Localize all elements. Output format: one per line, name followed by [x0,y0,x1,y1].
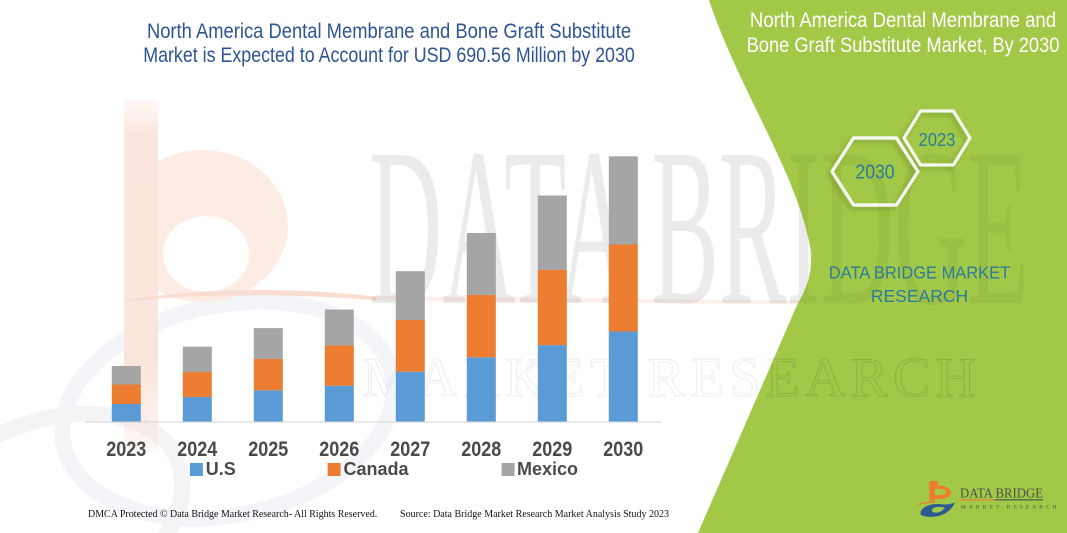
svg-text:DATA BRIDGE: DATA BRIDGE [960,487,1043,502]
svg-text:2027: 2027 [390,438,430,461]
svg-text:Source: Data Bridge Market Res: Source: Data Bridge Market Research Mark… [400,509,669,520]
svg-text:2024: 2024 [177,438,217,461]
svg-text:2023: 2023 [919,130,956,150]
svg-text:DATA BRIDGE MARKET: DATA BRIDGE MARKET [829,263,1011,283]
svg-text:2028: 2028 [461,438,501,461]
svg-text:2023: 2023 [106,438,146,461]
svg-text:2025: 2025 [248,438,288,461]
svg-text:RESEARCH: RESEARCH [871,286,968,306]
svg-text:2026: 2026 [319,438,359,461]
svg-text:MARKET RESEARCH: MARKET RESEARCH [961,505,1060,511]
svg-text:2030: 2030 [603,438,643,461]
svg-text:2029: 2029 [532,438,572,461]
svg-text:DMCA Protected © Data Bridge M: DMCA Protected © Data Bridge Market Rese… [88,509,377,520]
svg-text:Mexico: Mexico [517,459,578,479]
svg-text:2030: 2030 [855,162,894,184]
svg-text:Canada: Canada [344,459,410,479]
svg-text:U.S: U.S [206,459,236,479]
